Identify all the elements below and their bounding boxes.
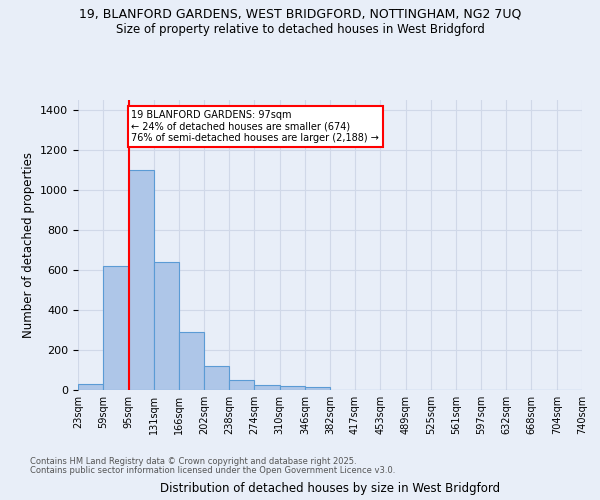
Bar <box>154 262 179 390</box>
Bar <box>128 170 154 390</box>
Text: Size of property relative to detached houses in West Bridgford: Size of property relative to detached ho… <box>116 22 484 36</box>
Y-axis label: Number of detached properties: Number of detached properties <box>22 152 35 338</box>
Bar <box>229 380 254 390</box>
Text: Contains public sector information licensed under the Open Government Licence v3: Contains public sector information licen… <box>30 466 395 475</box>
Bar <box>280 386 305 390</box>
Bar <box>179 332 204 390</box>
Text: 19, BLANFORD GARDENS, WEST BRIDGFORD, NOTTINGHAM, NG2 7UQ: 19, BLANFORD GARDENS, WEST BRIDGFORD, NO… <box>79 8 521 20</box>
Text: Contains HM Land Registry data © Crown copyright and database right 2025.: Contains HM Land Registry data © Crown c… <box>30 458 356 466</box>
Text: Distribution of detached houses by size in West Bridgford: Distribution of detached houses by size … <box>160 482 500 495</box>
Bar <box>305 387 331 390</box>
Text: 19 BLANFORD GARDENS: 97sqm
← 24% of detached houses are smaller (674)
76% of sem: 19 BLANFORD GARDENS: 97sqm ← 24% of deta… <box>131 110 379 143</box>
Bar <box>254 385 280 390</box>
Bar <box>103 266 128 390</box>
Bar <box>78 384 103 390</box>
Bar <box>204 366 229 390</box>
